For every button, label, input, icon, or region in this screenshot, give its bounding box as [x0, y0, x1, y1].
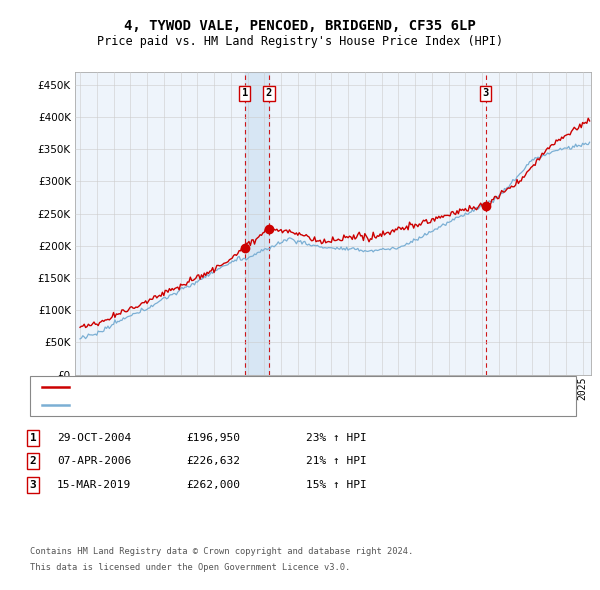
Text: 1: 1	[29, 433, 37, 442]
Text: 21% ↑ HPI: 21% ↑ HPI	[306, 457, 367, 466]
Text: £226,632: £226,632	[186, 457, 240, 466]
Text: HPI: Average price, detached house, Bridgend: HPI: Average price, detached house, Brid…	[75, 399, 339, 409]
Text: 4, TYWOD VALE, PENCOED, BRIDGEND, CF35 6LP: 4, TYWOD VALE, PENCOED, BRIDGEND, CF35 6…	[124, 19, 476, 33]
Text: 29-OCT-2004: 29-OCT-2004	[57, 433, 131, 442]
Text: 07-APR-2006: 07-APR-2006	[57, 457, 131, 466]
Text: 1: 1	[242, 88, 248, 98]
Text: Price paid vs. HM Land Registry's House Price Index (HPI): Price paid vs. HM Land Registry's House …	[97, 35, 503, 48]
Text: 4, TYWOD VALE, PENCOED, BRIDGEND, CF35 6LP (detached house): 4, TYWOD VALE, PENCOED, BRIDGEND, CF35 6…	[75, 382, 429, 392]
Text: 2: 2	[29, 457, 37, 466]
Text: 23% ↑ HPI: 23% ↑ HPI	[306, 433, 367, 442]
Bar	[245, 72, 269, 375]
Text: 3: 3	[29, 480, 37, 490]
Text: £262,000: £262,000	[186, 480, 240, 490]
Text: £196,950: £196,950	[186, 433, 240, 442]
Text: Contains HM Land Registry data © Crown copyright and database right 2024.: Contains HM Land Registry data © Crown c…	[30, 548, 413, 556]
Text: 15-MAR-2019: 15-MAR-2019	[57, 480, 131, 490]
Text: 2: 2	[266, 88, 272, 98]
Text: 3: 3	[482, 88, 489, 98]
Text: This data is licensed under the Open Government Licence v3.0.: This data is licensed under the Open Gov…	[30, 563, 350, 572]
Text: 15% ↑ HPI: 15% ↑ HPI	[306, 480, 367, 490]
